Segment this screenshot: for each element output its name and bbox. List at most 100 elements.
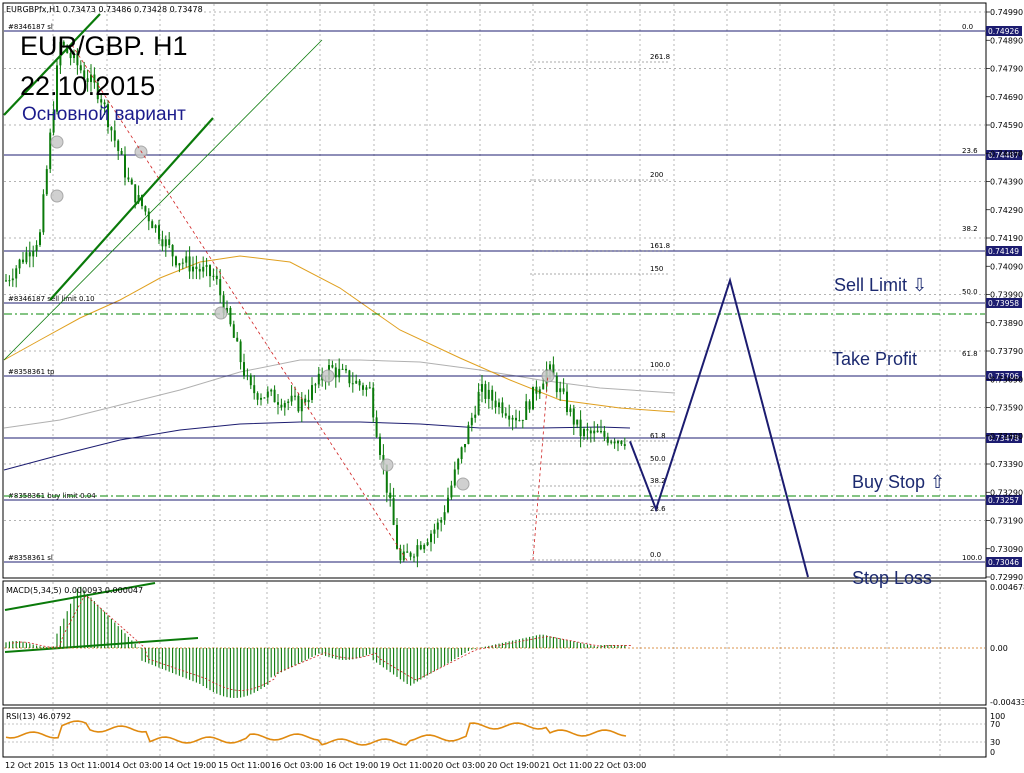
price-tick-label: 0.73590 bbox=[990, 404, 1023, 413]
candle-body bbox=[542, 383, 545, 390]
candle-body bbox=[42, 194, 45, 233]
candle-body bbox=[487, 389, 490, 399]
candle-body bbox=[283, 403, 286, 408]
price-tick-label: 0.73990 bbox=[990, 291, 1023, 300]
swing-marker bbox=[380, 458, 394, 472]
time-tick-label: 13 Oct 11:00 bbox=[58, 761, 110, 770]
candle-body bbox=[460, 447, 463, 460]
candle-body bbox=[474, 414, 477, 418]
candle-body bbox=[368, 387, 371, 389]
candle-body bbox=[52, 111, 55, 133]
fib-mid-label: 161.8 bbox=[650, 242, 670, 250]
candle-body bbox=[178, 263, 181, 266]
buy-stop-label: Buy Stop ⇧ bbox=[852, 472, 945, 492]
rsi-title: RSI(13) 46.0792 bbox=[6, 712, 71, 721]
candle-body bbox=[566, 391, 568, 413]
price-tick-label: 0.74990 bbox=[990, 8, 1023, 17]
fib-right-label: 100.0 bbox=[962, 554, 982, 562]
candle-body bbox=[79, 65, 82, 71]
candle-body bbox=[56, 65, 58, 112]
candle-body bbox=[188, 256, 191, 272]
candle-body bbox=[314, 384, 317, 386]
candle-body bbox=[416, 545, 419, 557]
candle-body bbox=[447, 497, 449, 513]
candle-body bbox=[62, 41, 65, 46]
chart-subtitle: Основной вариант bbox=[22, 104, 186, 125]
candle-body bbox=[28, 252, 31, 257]
candle-body bbox=[338, 368, 341, 378]
candle-body bbox=[579, 419, 582, 437]
swing-marker bbox=[541, 369, 555, 383]
candle-body bbox=[358, 380, 361, 386]
price-box bbox=[986, 557, 1022, 567]
candle-body bbox=[198, 269, 201, 272]
candle-body bbox=[470, 417, 473, 426]
candle-body bbox=[552, 364, 555, 377]
order-label: #8358361 tp bbox=[8, 368, 55, 376]
macd-pane[interactable] bbox=[2, 580, 987, 706]
candle-body bbox=[351, 383, 354, 385]
candle-body bbox=[413, 556, 415, 558]
price-box bbox=[986, 298, 1022, 308]
ma-slow-line bbox=[3, 421, 631, 471]
candle-body bbox=[49, 132, 52, 170]
candle-body bbox=[600, 430, 602, 433]
fib-mid-label: 150 bbox=[650, 265, 663, 273]
candle-body bbox=[396, 524, 398, 549]
candle-body bbox=[317, 373, 320, 385]
price-box-label: 0.73257 bbox=[988, 496, 1019, 505]
candle-body bbox=[171, 244, 174, 257]
candle-body bbox=[117, 140, 120, 152]
candle-body bbox=[90, 74, 92, 83]
candle-body bbox=[39, 232, 41, 245]
rsi-pane[interactable] bbox=[2, 707, 987, 758]
candle-body bbox=[18, 259, 21, 269]
candle-body bbox=[130, 179, 133, 185]
price-box bbox=[986, 150, 1022, 160]
rsi-tick-label: 100 bbox=[990, 712, 1005, 721]
forecast-line bbox=[629, 276, 809, 578]
macd-tick-label: -0.004334 bbox=[990, 698, 1024, 707]
candle-body bbox=[185, 256, 188, 263]
candle-body bbox=[260, 397, 262, 400]
candle-body bbox=[249, 375, 252, 386]
price-tick-label: 0.74690 bbox=[990, 93, 1023, 102]
rsi-tick-label: 70 bbox=[990, 720, 1000, 729]
candle-body bbox=[113, 130, 116, 141]
swing-marker bbox=[456, 477, 470, 491]
candles bbox=[5, 37, 626, 568]
candle-body bbox=[147, 211, 150, 222]
trendline-thick bbox=[3, 13, 101, 116]
candle-body bbox=[192, 266, 194, 272]
candle-body bbox=[266, 391, 269, 398]
candle-body bbox=[86, 78, 89, 83]
candle-body bbox=[215, 275, 218, 280]
main-pane[interactable] bbox=[2, 2, 987, 579]
candle-body bbox=[623, 444, 626, 446]
candle-body bbox=[307, 399, 310, 403]
price-tick-label: 0.73690 bbox=[990, 375, 1023, 384]
candle-body bbox=[222, 295, 225, 313]
candle-body bbox=[549, 364, 551, 370]
macd-tick-label: 0.004678 bbox=[990, 583, 1024, 592]
candle-body bbox=[226, 307, 228, 313]
candle-body bbox=[430, 533, 432, 543]
candle-body bbox=[256, 393, 259, 400]
candle-body bbox=[59, 41, 62, 66]
candle-body bbox=[100, 99, 103, 103]
macd-signal-line bbox=[11, 595, 631, 691]
fib-mid-label: 23.6 bbox=[650, 505, 666, 513]
rsi-tick-label: 0 bbox=[990, 748, 995, 757]
sell-limit-label: Sell Limit ⇩ bbox=[834, 275, 927, 295]
candle-body bbox=[110, 127, 113, 131]
candle-body bbox=[538, 389, 541, 394]
candle-body bbox=[212, 275, 215, 277]
candle-body bbox=[161, 239, 164, 247]
candle-body bbox=[583, 429, 585, 437]
price-tick-label: 0.73490 bbox=[990, 432, 1023, 441]
fib-right-label: 23.6 bbox=[962, 147, 978, 155]
fib-diagonal bbox=[532, 374, 549, 561]
candle-body bbox=[518, 420, 521, 422]
candle-body bbox=[562, 388, 565, 392]
